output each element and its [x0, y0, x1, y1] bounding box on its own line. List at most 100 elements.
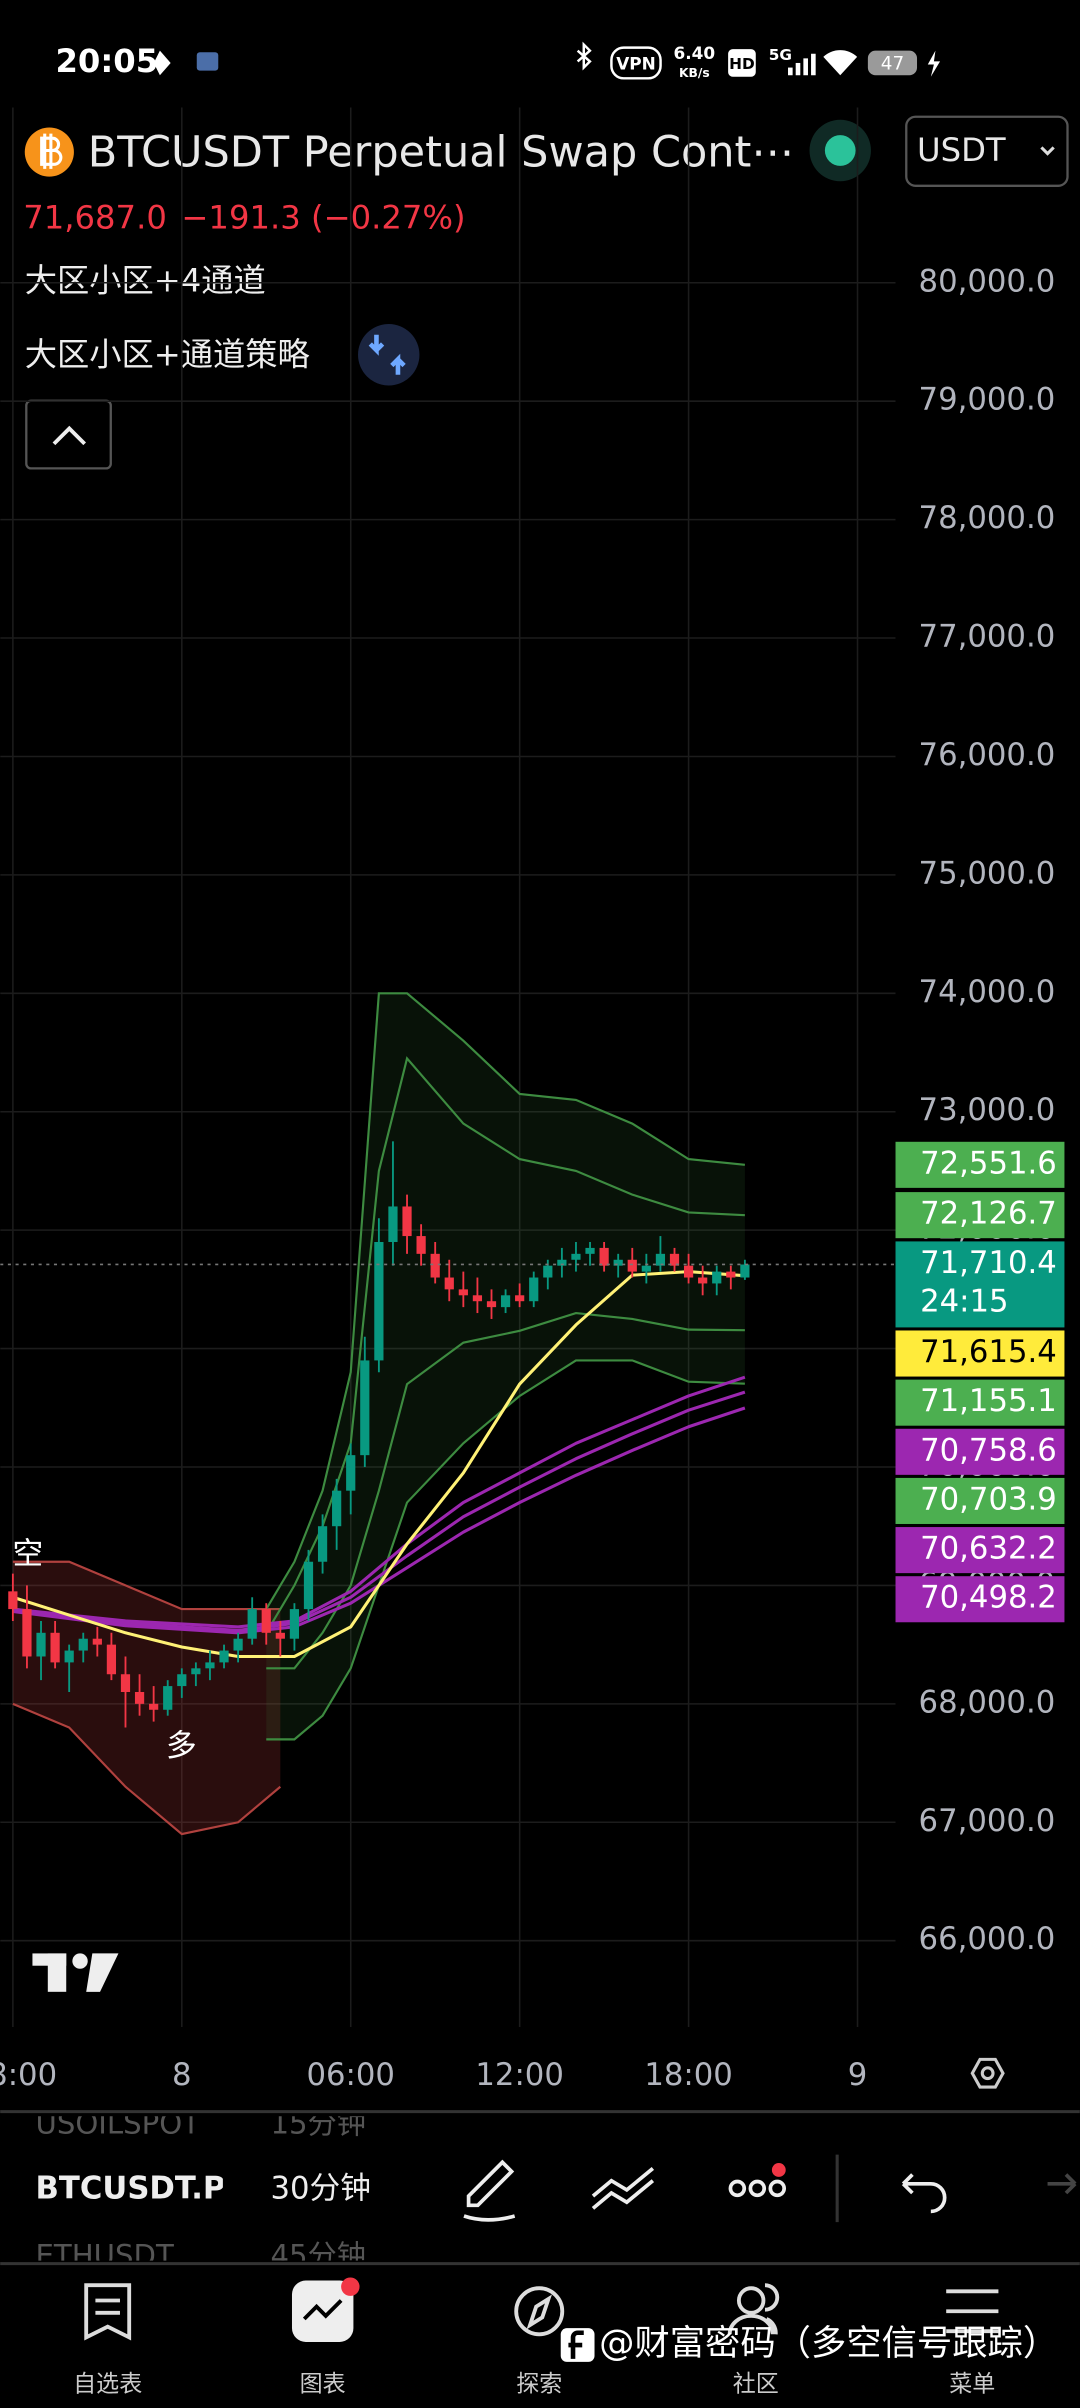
- battery-icon: [867, 50, 918, 76]
- candle-body: [191, 1668, 201, 1675]
- draw-tool[interactable]: [463, 2159, 516, 2222]
- candle-body: [120, 1674, 131, 1693]
- candle-body: [149, 1703, 159, 1710]
- x-tick-label: 18:00: [0, 2057, 57, 2093]
- candle-body: [641, 1265, 651, 1272]
- clock: 20:05: [55, 42, 158, 80]
- candle-body: [557, 1259, 567, 1266]
- candle-body: [50, 1632, 60, 1663]
- candle-body: [529, 1277, 539, 1302]
- symbol-item[interactable]: ETHUSDT: [36, 2239, 174, 2273]
- y-tick-label: 78,000.0: [919, 500, 1056, 536]
- candle-body: [458, 1289, 468, 1296]
- price: 71,687.0: [23, 199, 167, 237]
- nav-icon[interactable]: [727, 2283, 780, 2335]
- nav-label[interactable]: 社区: [733, 2371, 779, 2397]
- candle-body: [669, 1253, 680, 1266]
- notification-dot: [341, 2277, 360, 2296]
- price-label: 70,632.2: [920, 1531, 1057, 1567]
- interval-item[interactable]: 45分钟: [270, 2239, 365, 2273]
- signal-bars: [788, 53, 816, 76]
- candle-body: [317, 1526, 328, 1562]
- hd-label: HD: [729, 55, 755, 73]
- wifi-icon: [823, 50, 858, 76]
- chevron-down: [1040, 146, 1055, 156]
- signal-annotation: 多: [166, 1728, 197, 1764]
- settings-icon[interactable]: [970, 2057, 1005, 2089]
- y-tick-label: 75,000.0: [919, 855, 1056, 891]
- indicator-name[interactable]: 大区小区+4通道: [25, 262, 266, 300]
- candle-body: [655, 1253, 666, 1266]
- candle-body: [346, 1455, 356, 1491]
- strategy-arrows: [368, 334, 406, 375]
- symbol-item[interactable]: BTCUSDT.P: [36, 2170, 226, 2206]
- net-speed-unit: KB/s: [679, 66, 710, 80]
- candle-body: [388, 1206, 398, 1242]
- nav-icon[interactable]: [514, 2286, 565, 2337]
- hd-badge: [728, 49, 756, 77]
- candle-body: [543, 1265, 553, 1278]
- interval-item[interactable]: 30分钟: [270, 2170, 370, 2206]
- vpn-label: VPN: [616, 54, 656, 74]
- price-label-box: [895, 1379, 1065, 1426]
- channel-line: [265, 1056, 745, 1634]
- symbol-item[interactable]: USOILSPOT: [36, 2106, 201, 2140]
- price-label: 70,703.9: [920, 1481, 1057, 1517]
- channel-fill: [266, 993, 745, 1740]
- currency-label: USDT: [917, 131, 1006, 169]
- candle-body: [416, 1236, 426, 1254]
- charging-icon: [927, 50, 941, 77]
- price-label-box: [895, 1527, 1065, 1574]
- watermark-glyph: [568, 2330, 584, 2359]
- channel-line: [266, 1359, 745, 1741]
- moving-average: [12, 1270, 746, 1659]
- currency-select[interactable]: [905, 115, 1069, 187]
- indicator-name[interactable]: 大区小区+通道策略: [25, 335, 310, 373]
- candle-body: [500, 1295, 511, 1308]
- candle-body: [219, 1650, 229, 1663]
- plot-area: [0, 107, 896, 2028]
- moving-average: [12, 1406, 746, 1635]
- candle-body: [64, 1650, 74, 1663]
- candle-body: [486, 1301, 497, 1308]
- candle-body: [599, 1247, 609, 1266]
- candle-body: [92, 1638, 102, 1645]
- nav-label[interactable]: 自选表: [73, 2371, 142, 2397]
- lines-tool[interactable]: [591, 2167, 655, 2210]
- nav-label[interactable]: 图表: [300, 2371, 346, 2397]
- nav-label[interactable]: 探索: [516, 2371, 562, 2397]
- price-label: 70,498.2: [920, 1580, 1057, 1616]
- channel-line: [12, 1560, 281, 1611]
- interval-item[interactable]: 15分钟: [270, 2106, 365, 2140]
- candle-body: [613, 1259, 623, 1266]
- price-label-box: [895, 1477, 1065, 1524]
- candle-body: [726, 1271, 736, 1278]
- candle-body: [360, 1360, 370, 1456]
- symbol-title[interactable]: BTCUSDT Perpetual Swap Cont⋯: [88, 128, 795, 178]
- price-label-box: [895, 1141, 1065, 1188]
- y-tick-label: 67,000.0: [919, 1803, 1056, 1839]
- x-tick-label: 06:00: [306, 2057, 394, 2093]
- undo[interactable]: [901, 2173, 947, 2214]
- moving-average: [12, 1375, 746, 1629]
- y-tick-label: 77,000.0: [919, 619, 1056, 655]
- candle-body: [289, 1609, 300, 1639]
- status-bar: 20:05 VPN 6.40 KB/s HD 5G 47: [55, 41, 941, 80]
- nav-icon[interactable]: [946, 2289, 999, 2334]
- nav-icon[interactable]: [84, 2283, 132, 2341]
- strategy-icon[interactable]: [358, 324, 420, 386]
- price-label: 70,758.6: [920, 1432, 1057, 1468]
- candle-body: [515, 1295, 525, 1302]
- candle-body: [430, 1253, 440, 1278]
- y-tick-label: 79,000.0: [919, 382, 1056, 418]
- nav-label[interactable]: 菜单: [949, 2371, 995, 2397]
- candle-body: [303, 1561, 314, 1610]
- price-label-box: [895, 1330, 1065, 1377]
- redo[interactable]: [1047, 2173, 1077, 2195]
- vpn-badge: [610, 46, 662, 80]
- price-label-box: [895, 1428, 1065, 1475]
- candle-body: [233, 1638, 243, 1651]
- more-tools[interactable]: [728, 2179, 787, 2198]
